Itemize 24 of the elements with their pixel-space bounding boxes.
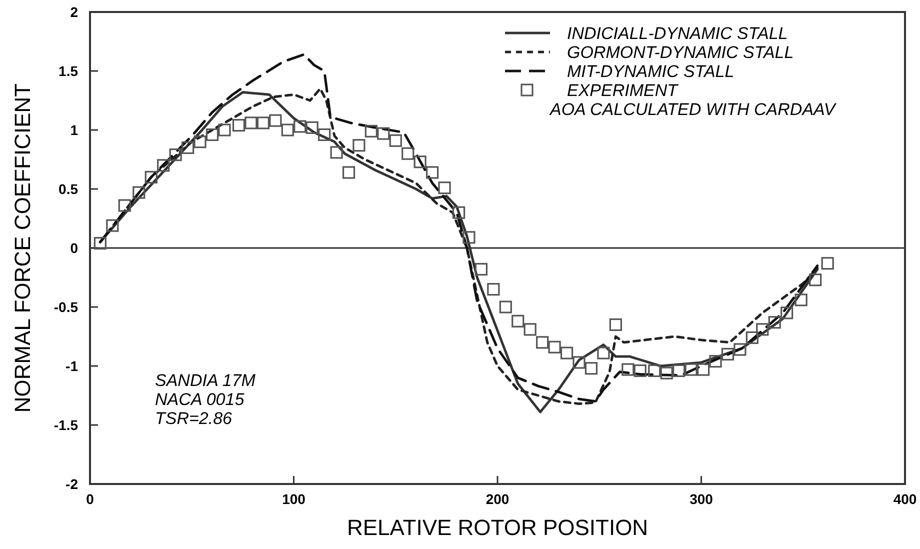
y-tick-label: 1.5 — [58, 62, 78, 79]
y-tick-label: -0.5 — [54, 298, 78, 315]
y-tick-label: 2 — [70, 4, 78, 20]
x-tick-label: 200 — [486, 491, 510, 507]
x-axis-title: RELATIVE ROTOR POSITION — [346, 515, 648, 540]
annotation: AOA CALCULATED WITH CARDAAV — [549, 100, 837, 119]
y-tick-label: 1 — [70, 122, 78, 138]
annotation: TSR=2.86 — [155, 408, 233, 428]
annotation: SANDIA 17M — [155, 370, 256, 390]
y-tick-label: 0 — [70, 240, 78, 256]
y-axis-title: NORMAL FORCE COEFFICIENT — [10, 83, 35, 413]
y-tick-label: -1.5 — [54, 416, 78, 433]
legend-label: GORMONT-DYNAMIC STALL — [567, 42, 794, 62]
x-tick-label: 300 — [690, 491, 714, 507]
legend-label: INDICIALL-DYNAMIC STALL — [567, 24, 788, 43]
x-tick-label: 400 — [893, 491, 917, 507]
x-tick-label: 0 — [86, 491, 94, 507]
legend-label: EXPERIMENT — [567, 80, 680, 100]
legend-label: MIT-DYNAMIC STALL — [567, 62, 734, 81]
y-tick-label: 0.5 — [58, 180, 78, 197]
x-tick-label: 100 — [282, 491, 306, 507]
y-tick-label: -1 — [66, 358, 78, 374]
annotation: NACA 0015 — [155, 390, 245, 409]
y-tick-label: -2 — [66, 476, 78, 492]
